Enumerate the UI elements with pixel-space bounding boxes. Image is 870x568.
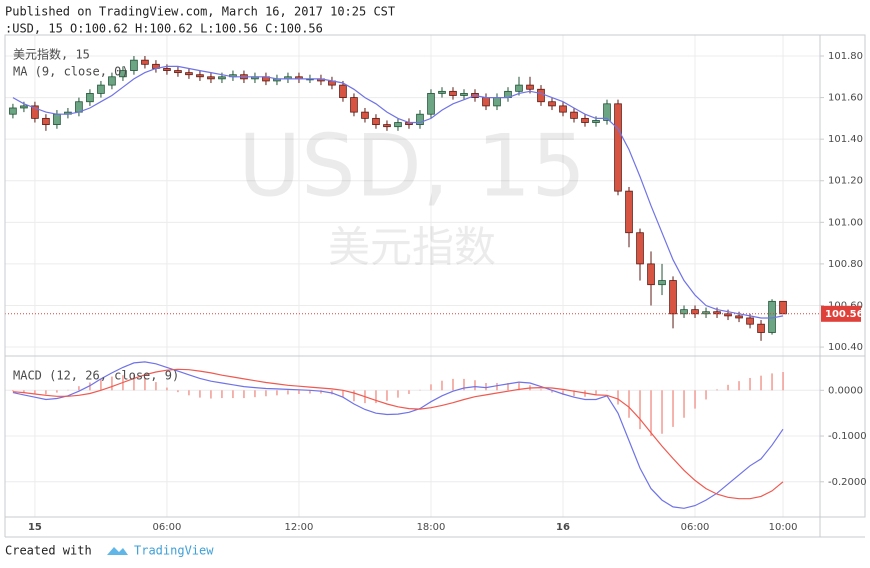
candle-body [592, 120, 600, 123]
candle-body [9, 107, 17, 115]
plot-layer [5, 55, 820, 509]
candle-body [350, 97, 358, 113]
candle-body [31, 105, 39, 119]
indicator-line [12, 368, 784, 500]
watermark-symbol: USD, 15 [238, 116, 586, 216]
candle-body [372, 117, 380, 126]
candle-body [614, 103, 622, 192]
candle-body [537, 88, 545, 103]
candle-body [559, 105, 567, 113]
candle-body [482, 97, 490, 107]
candle-body [526, 84, 534, 90]
pane-legend: 美元指数, 15 [13, 47, 90, 62]
indicator-line [12, 361, 784, 509]
candle-body [339, 84, 347, 98]
logo-icon[interactable] [107, 547, 128, 555]
series-legend: MA (9, close, 0) [13, 65, 129, 79]
candle-body [53, 113, 61, 126]
candle-body [42, 117, 50, 126]
candle-body [185, 72, 193, 76]
footer-brand[interactable]: TradingView [134, 544, 214, 558]
candle-body [108, 76, 116, 86]
x-tick-label: 12:00 [285, 522, 314, 533]
candle-body [735, 315, 743, 319]
y-tick-label: 0.0000 [828, 385, 863, 396]
candle-body [636, 232, 644, 265]
x-tick-label: 06:00 [681, 522, 710, 533]
candle-body [163, 68, 171, 71]
candle-body [119, 70, 127, 78]
candle-body [680, 309, 688, 315]
y-tick-label: -0.1000 [828, 431, 867, 442]
last-price-label: 100.56 [825, 309, 864, 320]
y-tick-label: 100.40 [828, 342, 863, 353]
candle-body [625, 190, 633, 234]
candle-body [603, 103, 611, 121]
x-tick-label: 06:00 [153, 522, 182, 533]
candle-body [702, 311, 710, 315]
candle-body [427, 93, 435, 115]
y-tick-label: 101.80 [828, 51, 863, 62]
candle-body [174, 70, 182, 74]
candle-body [713, 311, 721, 315]
published-line: Published on TradingView.com, March 16, … [5, 5, 395, 19]
candle-body [86, 93, 94, 103]
candle-body [97, 84, 105, 94]
candle-body [438, 90, 446, 94]
candle-body [207, 76, 215, 80]
candle-body [361, 111, 369, 119]
y-tick-label: 101.60 [828, 93, 863, 104]
y-tick-label: 101.40 [828, 134, 863, 145]
candle-body [669, 280, 677, 315]
axis-layer: 1506:0012:0018:001606:0010:00100.40100.6… [13, 47, 867, 534]
candle-body [460, 93, 468, 96]
candle-body [218, 76, 226, 80]
ohlc-line: :USD, 15 O:100.62 H:100.62 L:100.56 C:10… [5, 22, 323, 36]
candle-body [196, 74, 204, 78]
y-tick-label: 100.80 [828, 259, 863, 270]
y-tick-label: 101.00 [828, 217, 863, 228]
candle-body [768, 300, 776, 333]
last-price-box [821, 305, 861, 322]
candle-body [383, 124, 391, 128]
candle-body [515, 84, 523, 92]
candle-body [691, 309, 699, 315]
y-tick-label: -0.2000 [828, 477, 867, 488]
y-tick-label: 101.20 [828, 176, 863, 187]
candle-body [394, 122, 402, 128]
tradingview-logo[interactable]: TradingView [107, 544, 214, 558]
candle-body [141, 59, 149, 65]
candle-body [548, 101, 556, 107]
candle-body [647, 263, 655, 286]
grid-layer [5, 35, 820, 517]
candle-body [130, 59, 138, 71]
candle-body [570, 111, 578, 119]
candle-body [581, 117, 589, 123]
x-tick-label: 10:00 [769, 522, 798, 533]
pane-legend: MACD (12, 26, close, 9) [13, 369, 179, 383]
watermark-name: 美元指数 [328, 223, 496, 272]
candle-body [416, 113, 424, 126]
candle-body [449, 90, 457, 96]
x-tick-label: 16 [556, 522, 570, 533]
footer-text: Created with [5, 544, 92, 558]
candle-body [20, 105, 28, 109]
chart-frame [4, 34, 866, 518]
x-tick-label: 18:00 [417, 522, 446, 533]
candle-body [658, 280, 666, 286]
candle-body [493, 97, 501, 107]
candle-body [757, 323, 765, 333]
candle-body [779, 300, 787, 315]
candle-body [746, 317, 754, 325]
x-tick-label: 15 [28, 522, 42, 533]
indicator-line [12, 65, 784, 319]
